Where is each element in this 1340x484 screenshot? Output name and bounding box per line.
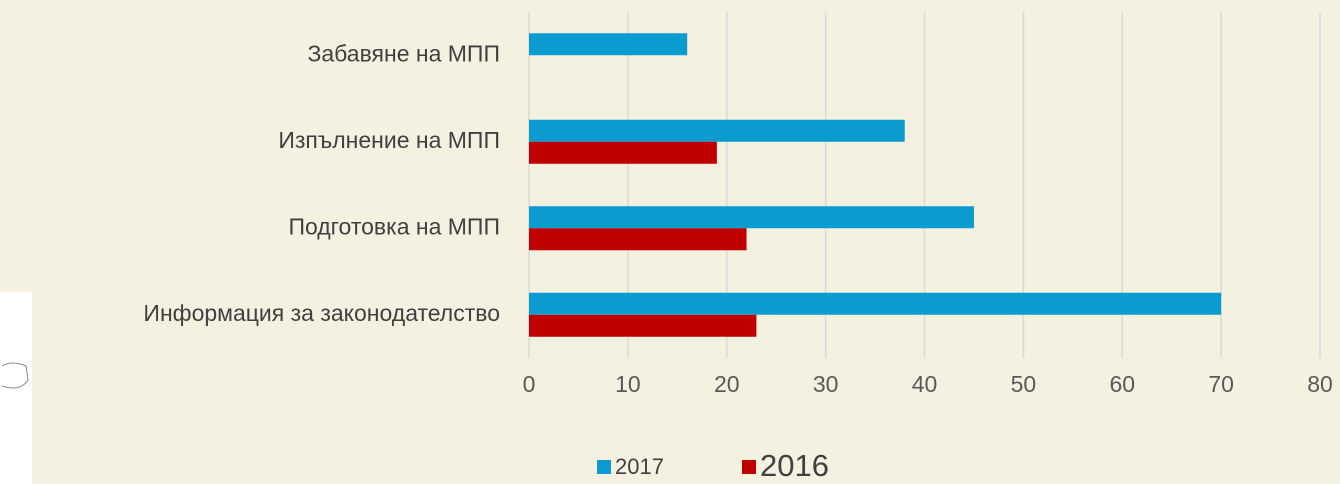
x-tick-label: 0	[523, 371, 536, 397]
bar	[529, 315, 756, 337]
x-tick-label: 20	[714, 371, 740, 397]
category-label: Информация за законодателство	[143, 300, 500, 326]
bar	[529, 228, 747, 250]
x-tick-label: 50	[1011, 371, 1037, 397]
category-label: Забавяне на МПП	[307, 40, 500, 66]
category-label: Подготовка на МПП	[288, 213, 500, 239]
x-tick-label: 10	[615, 371, 641, 397]
bar	[529, 206, 974, 228]
x-tick-label: 60	[1109, 371, 1135, 397]
chart: 0 10 20 30 40 50 60 70 80 Забавяне на МПП Изпълнен…	[0, 0, 1340, 484]
legend-label: 2017	[615, 454, 664, 479]
bar	[529, 33, 687, 55]
bar	[529, 120, 905, 142]
x-tick-label: 40	[912, 371, 938, 397]
legend-swatch	[742, 460, 756, 474]
x-tick-label: 30	[813, 371, 839, 397]
bar	[529, 142, 717, 164]
x-tick-label: 70	[1208, 371, 1234, 397]
x-tick-label: 80	[1307, 371, 1333, 397]
legend-swatch	[597, 460, 611, 474]
category-label: Изпълнение на МПП	[278, 127, 500, 153]
bar	[529, 293, 1221, 315]
legend-label: 2016	[760, 448, 829, 483]
